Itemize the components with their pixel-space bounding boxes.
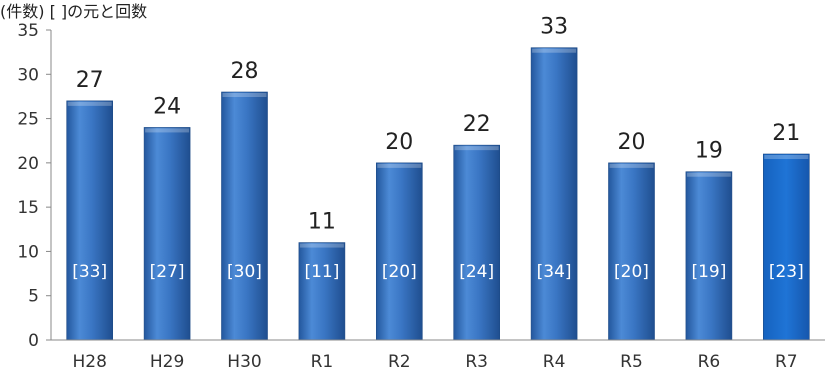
bracket-label-r7: [23] xyxy=(769,262,804,282)
bar-h30 xyxy=(221,91,268,341)
x-tick-label-r6: R6 xyxy=(698,352,721,372)
bracket-label-h29: [27] xyxy=(150,262,185,282)
bar-r4 xyxy=(530,47,578,341)
x-tick-label-h28: H28 xyxy=(72,352,106,372)
bar-bevel xyxy=(222,93,267,97)
value-label-h30: 28 xyxy=(231,59,259,84)
chart-title: (件数) [ ]の元と回数 xyxy=(0,2,147,21)
bracket-label-r5: [20] xyxy=(614,262,649,282)
y-tick-label: 10 xyxy=(17,242,39,262)
bracket-label-r4: [34] xyxy=(537,262,572,282)
bar-bevel xyxy=(686,172,731,177)
bracket-label-r2: [20] xyxy=(382,262,417,282)
bracket-label-h28: [33] xyxy=(72,262,107,282)
y-tick-label: 20 xyxy=(17,154,39,174)
bar-h28 xyxy=(66,100,113,341)
bar-h29 xyxy=(143,127,191,341)
x-axis: H28 H29 H30 R1 R2 R3 R4 R5 R6 R7 xyxy=(51,339,825,372)
x-tick-label-r3: R3 xyxy=(465,352,488,372)
x-tick-label-r7: R7 xyxy=(775,352,798,372)
bracket-label-r1: [11] xyxy=(304,262,339,282)
x-tick-label-r5: R5 xyxy=(620,352,643,372)
bar-bevel xyxy=(67,101,112,106)
bar-r7 xyxy=(762,153,810,341)
bar-r6 xyxy=(685,171,733,341)
bar-r1 xyxy=(298,242,346,341)
y-axis: 0 5 10 15 20 25 30 35 xyxy=(17,21,52,351)
y-tick-label: 5 xyxy=(28,287,39,307)
bar-bevel xyxy=(145,128,190,133)
bar-bevel xyxy=(299,243,344,248)
value-label-r2: 20 xyxy=(385,130,413,155)
x-tick-label-r2: R2 xyxy=(388,352,411,372)
bar-r5 xyxy=(608,162,655,341)
value-label-r3: 22 xyxy=(463,112,491,137)
bars: 27 [33] 24 [27] 28 [30] 11 [11] 20 [20] 22 [24] 33 [3… xyxy=(66,15,810,341)
value-label-r5: 20 xyxy=(618,130,646,155)
y-tick-label: 25 xyxy=(17,110,39,130)
value-label-r7: 21 xyxy=(772,121,800,146)
y-tick-label: 30 xyxy=(17,65,39,85)
x-tick-label-h29: H29 xyxy=(150,352,184,372)
y-tick-label: 15 xyxy=(17,198,39,218)
value-label-h29: 24 xyxy=(153,94,181,119)
value-label-r4: 33 xyxy=(540,15,568,40)
x-tick-label-h30: H30 xyxy=(227,352,261,372)
bar-bevel xyxy=(609,163,654,168)
bar-bevel xyxy=(377,163,422,168)
bar-bevel xyxy=(454,146,499,151)
y-tick-label: 0 xyxy=(28,331,39,351)
bracket-label-r3: [24] xyxy=(459,262,494,282)
y-tick-label: 35 xyxy=(17,21,39,41)
bar-bevel xyxy=(532,48,577,53)
x-tick-label-r4: R4 xyxy=(543,352,566,372)
bar-r2 xyxy=(375,162,423,341)
bar-bevel xyxy=(764,155,809,159)
value-label-r1: 11 xyxy=(308,210,336,235)
bracket-label-h30: [30] xyxy=(227,262,262,282)
bracket-label-r6: [19] xyxy=(691,262,726,282)
bar-r3 xyxy=(453,144,501,341)
value-label-r6: 19 xyxy=(695,139,723,164)
x-tick-label-r1: R1 xyxy=(311,352,334,372)
value-label-h28: 27 xyxy=(76,68,104,93)
